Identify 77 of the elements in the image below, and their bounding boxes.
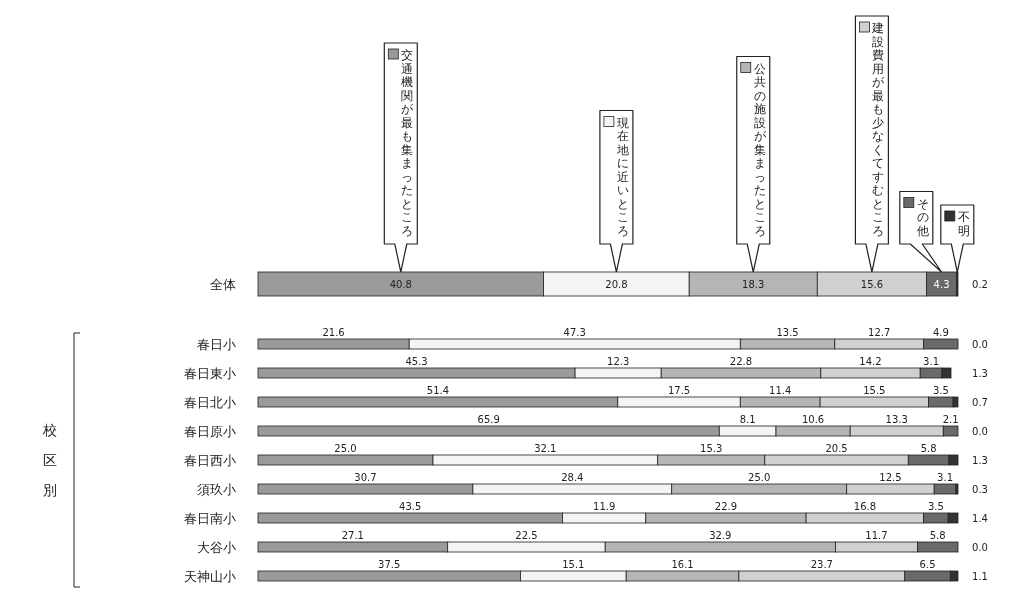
- data-label: 11.4: [769, 385, 792, 396]
- data-label: 3.1: [937, 472, 953, 483]
- legend-label: 不明: [957, 210, 970, 238]
- data-label: 11.7: [865, 530, 888, 541]
- data-label: 0.2: [972, 279, 988, 290]
- data-label: 12.5: [879, 472, 902, 483]
- data-label: 1.1: [972, 571, 988, 582]
- data-label: 15.3: [700, 443, 723, 454]
- y-tick-label: 天神山小: [184, 569, 236, 584]
- data-label: 13.5: [776, 327, 799, 338]
- data-label: 3.1: [923, 356, 939, 367]
- data-label: 11.9: [593, 501, 616, 512]
- data-label: 4.9: [932, 327, 949, 338]
- data-label: 0.3: [972, 484, 988, 495]
- data-label: 1.4: [972, 513, 988, 524]
- data-label: 47.3: [563, 327, 586, 338]
- data-label: 23.7: [810, 559, 833, 570]
- data-label: 0.0: [972, 339, 988, 350]
- data-label: 22.8: [729, 356, 753, 367]
- data-label: 1.3: [972, 455, 988, 466]
- data-label: 2.1: [942, 414, 959, 425]
- text: 建設費用が最も少なくてすむところ: [872, 21, 885, 238]
- data-label: 15.1: [562, 559, 585, 570]
- data-label: 15.6: [860, 279, 884, 290]
- y-tick-label: 春日北小: [184, 395, 236, 410]
- data-label: 0.0: [972, 542, 988, 553]
- data-label: 21.6: [322, 327, 345, 338]
- data-label: 16.1: [671, 559, 694, 570]
- text: 公共の施設が集まったところ: [753, 61, 766, 238]
- data-label: 37.5: [378, 559, 401, 570]
- data-label: 30.7: [354, 472, 377, 483]
- text: 交通機関が最も集まったところ: [401, 48, 414, 238]
- y-tick-label: 大谷小: [197, 540, 236, 555]
- data-label: 27.1: [341, 530, 364, 541]
- y-tick-label: 全体: [210, 277, 236, 292]
- data-label: 45.3: [405, 356, 428, 367]
- data-label: 22.9: [714, 501, 738, 512]
- data-label: 15.5: [863, 385, 886, 396]
- data-label: 20.8: [605, 279, 628, 290]
- data-label: 13.3: [885, 414, 908, 425]
- data-label: 12.3: [607, 356, 630, 367]
- data-label: 5.8: [929, 530, 946, 541]
- y-tick-label: 春日南小: [184, 511, 236, 526]
- data-label: 22.5: [515, 530, 538, 541]
- data-label: 1.3: [972, 368, 988, 379]
- y-tick-label: 春日原小: [184, 424, 236, 439]
- y-tick-label: 須玖小: [197, 482, 236, 497]
- legend-label: その他: [916, 196, 929, 238]
- data-label: 0.7: [972, 397, 988, 408]
- data-label: 65.9: [477, 414, 500, 425]
- data-label: 28.4: [561, 472, 584, 483]
- data-label: 6.5: [919, 559, 936, 570]
- text: 校区別: [42, 422, 57, 498]
- y-tick-label: 春日東小: [184, 366, 236, 381]
- data-label: 32.1: [534, 443, 557, 454]
- data-label: 20.5: [825, 443, 848, 454]
- data-label: 25.0: [334, 443, 357, 454]
- text: 現在地に近いところ: [616, 115, 629, 238]
- data-label: 25.0: [748, 472, 771, 483]
- data-label: 4.3: [933, 279, 950, 290]
- data-label: 32.9: [709, 530, 732, 541]
- data-label: 17.5: [667, 385, 691, 396]
- data-label: 5.8: [920, 443, 937, 454]
- data-label: 16.8: [853, 501, 877, 512]
- data-label: 10.6: [801, 414, 825, 425]
- data-label: 3.5: [932, 385, 949, 396]
- data-label: 51.4: [426, 385, 450, 396]
- data-label: 40.8: [389, 279, 412, 290]
- data-label: 12.7: [868, 327, 891, 338]
- data-label: 3.5: [928, 501, 944, 512]
- data-label: 18.3: [742, 279, 765, 290]
- data-label: 43.5: [399, 501, 422, 512]
- y-tick-label: 春日小: [197, 337, 236, 352]
- y-tick-label: 春日西小: [184, 453, 236, 468]
- data-label: 8.1: [739, 414, 756, 425]
- data-label: 0.0: [972, 426, 988, 437]
- data-label: 14.2: [859, 356, 882, 367]
